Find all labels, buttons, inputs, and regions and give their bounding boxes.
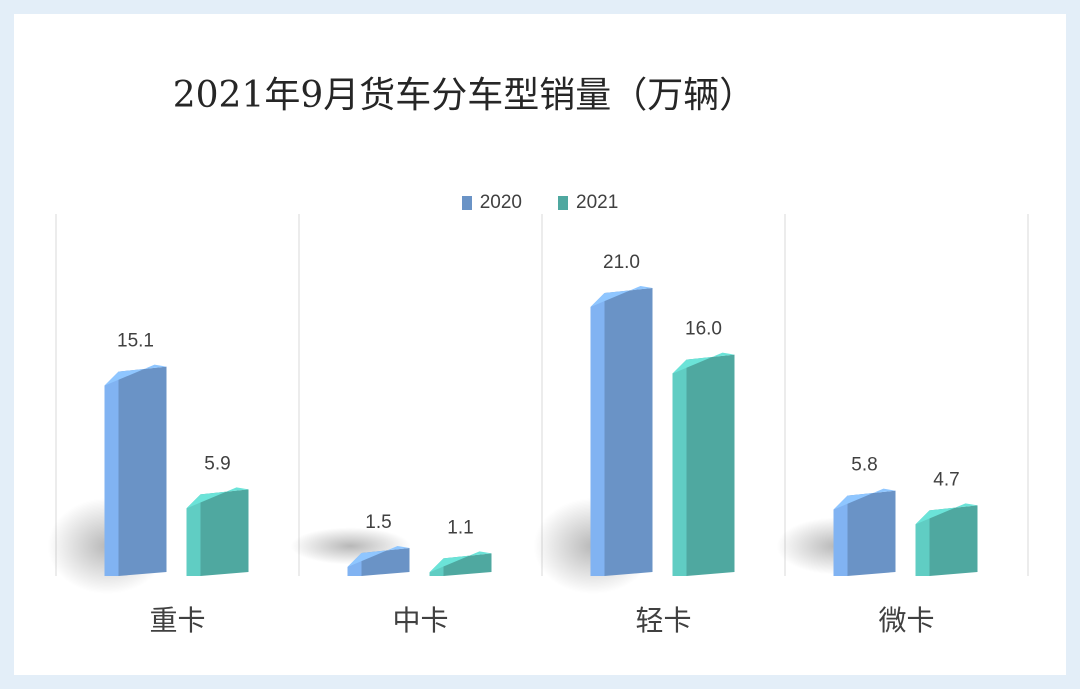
category-label-0: 重卡 [149, 604, 205, 637]
bar-top-2021-2 [672, 352, 735, 374]
data-label-2020-0: 15.1 [117, 331, 154, 352]
data-label-2020-1: 1.5 [365, 512, 391, 533]
legend-item-2021: 2021 [558, 192, 618, 214]
legend-swatch-2020 [461, 196, 472, 210]
legend: 2020 2021 [14, 192, 1066, 214]
bar-2020-2 [604, 287, 653, 576]
legend-label-2020: 2020 [479, 192, 522, 213]
data-label-2020-3: 5.8 [851, 455, 877, 476]
category-label-3: 微卡 [878, 604, 934, 637]
category-label-2: 轻卡 [635, 604, 691, 637]
bar-top-2020-0 [104, 364, 167, 386]
bar-side-2021-2 [672, 359, 687, 576]
data-label-2021-2: 16.0 [685, 319, 722, 340]
bar-2020-0 [118, 366, 167, 576]
bar-side-2020-3 [833, 495, 848, 576]
data-label-2021-1: 1.1 [447, 517, 473, 538]
bar-chart-plot: 15.1 5.9 1.5 1.1 21.0 16.0 5.8 4.7 重卡 中卡 轻卡 微卡 [47, 214, 1029, 637]
data-label-2020-2: 21.0 [603, 252, 640, 273]
category-label-1: 中卡 [392, 604, 448, 637]
legend-item-2020: 2020 [461, 192, 522, 214]
chart-title: 2021年9月货车分车型销量（万辆） [172, 75, 756, 116]
legend-swatch-2021 [558, 196, 568, 210]
bar-2021-1 [443, 553, 492, 576]
bar-2020-3 [847, 490, 896, 576]
data-label-2021-3: 4.7 [933, 469, 959, 490]
bar-2021-3 [929, 505, 978, 576]
bar-top-2021-0 [186, 487, 249, 509]
bar-top-2021-1 [429, 551, 492, 573]
bar-2021-0 [200, 489, 249, 576]
bar-side-2021-3 [915, 510, 930, 576]
bar-top-2020-2 [590, 285, 653, 307]
bar-2021-2 [686, 354, 735, 576]
bar-side-2021-0 [186, 494, 201, 576]
bar-side-2020-0 [104, 371, 119, 576]
data-label-2021-0: 5.9 [204, 453, 230, 474]
chart-panel: 2021年9月货车分车型销量（万辆） 2020 2021 15.1 5.9 1.5 1… [14, 14, 1066, 675]
bar-top-2020-1 [347, 545, 410, 567]
legend-label-2021: 2021 [576, 192, 619, 213]
bar-side-2020-2 [590, 292, 605, 576]
bar-top-2020-3 [833, 488, 896, 510]
bar-top-2021-3 [915, 503, 978, 525]
